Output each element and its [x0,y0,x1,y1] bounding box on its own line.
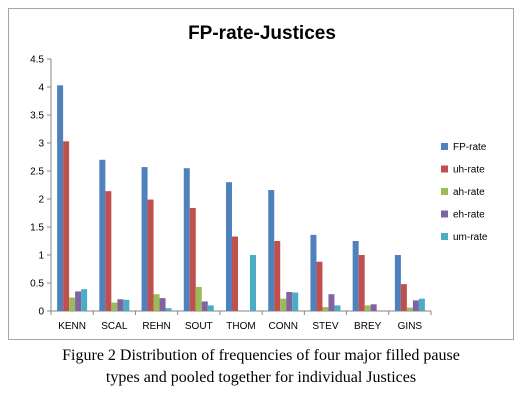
bar-um-rate-scal [123,299,130,311]
bar-eh-rate-stev [328,294,335,311]
chart-frame: FP-rate-Justices 0 0.5 1 1.5 2 2.5 3 3.5 4 4.5 KE… [8,8,514,340]
caption-line-2: types and pooled together for individual… [105,369,417,386]
bar-uh-rate-gins [400,284,407,311]
bar-uh-rate-sout [189,207,196,311]
y-tick-label: 4.5 [30,55,44,66]
bar-fp-rate-conn [268,190,275,311]
bar-um-rate-rehn [165,308,172,311]
y-tick-label: 4 [38,83,44,94]
y-tick-label: 0 [38,307,44,318]
x-tick-label: KENN [58,321,86,332]
legend-swatch-uh-rate [441,165,448,173]
x-tick-label: GINS [398,321,423,332]
bar-fp-rate-brey [352,241,359,311]
bar-um-rate-stev [334,305,341,311]
bar-um-rate-thom [250,255,256,311]
bar-ah-rate-kenn [69,297,76,311]
x-tick-label: REHN [142,321,170,332]
legend-label: FP-rate [453,142,487,153]
y-tick-label: 2.5 [30,167,44,178]
bar-um-rate-gins [418,298,425,311]
bar-uh-rate-kenn [63,141,70,311]
bar-eh-rate-rehn [159,298,166,311]
chart-title: FP-rate-Justices [188,23,336,44]
bar-fp-rate-stev [310,234,317,311]
bar-eh-rate-sout [201,301,208,311]
legend-swatch-um-rate [441,233,448,240]
bar-uh-rate-conn [274,241,281,311]
bars [57,85,425,311]
legend-swatch-ah-rate [441,188,448,195]
bar-um-rate-kenn [81,289,88,311]
bar-chart: FP-rate-Justices 0 0.5 1 1.5 2 2.5 3 3.5 4 4.5 KE… [30,23,488,332]
legend-label: um-rate [453,232,488,243]
x-tick-label: SCAL [101,321,128,332]
bar-eh-rate-kenn [75,291,82,311]
y-tick-label: 1.5 [30,223,44,234]
y-tick-label: 0.5 [30,279,44,290]
bar-ah-rate-gins [406,307,413,311]
bar-ah-rate-stev [322,307,329,311]
figure-caption: Figure 2 Distribution of frequencies of … [0,345,522,389]
bar-uh-rate-brey [358,255,365,311]
y-tick-label: 3.5 [30,111,44,122]
bar-uh-rate-thom [232,236,238,311]
bar-ah-rate-conn [280,298,287,311]
legend: FP-rate uh-rate ah-rate eh-rate um-rate [441,142,488,243]
y-tick-label: 1 [38,251,44,262]
x-axis: KENN SCAL REHN SOUT THOM CONN STEV BREY GINS [50,310,432,332]
bar-eh-rate-conn [286,291,293,311]
bar-ah-rate-scal [111,302,118,311]
legend-label: uh-rate [453,165,485,176]
x-tick-label: THOM [226,321,255,332]
bar-uh-rate-rehn [147,199,154,311]
bar-ah-rate-rehn [153,294,160,311]
x-tick-label: CONN [268,321,297,332]
bar-fp-rate-thom [226,182,232,311]
x-tick-label: STEV [312,321,338,332]
legend-swatch-eh-rate [441,210,448,218]
caption-line-1: Figure 2 Distribution of frequencies of … [62,347,460,364]
bar-fp-rate-scal [99,159,106,311]
y-tick-label: 3 [38,139,44,150]
bar-uh-rate-stev [316,261,323,311]
y-tick-label: 2 [38,195,44,206]
legend-label: ah-rate [453,187,485,198]
bar-fp-rate-gins [394,255,401,311]
bar-eh-rate-brey [370,304,377,311]
bar-eh-rate-scal [117,299,124,311]
bar-fp-rate-kenn [57,85,64,311]
bar-eh-rate-gins [412,300,419,311]
bar-fp-rate-sout [183,168,190,311]
legend-label: eh-rate [453,210,485,221]
y-axis: 0 0.5 1 1.5 2 2.5 3 3.5 4 4.5 [30,55,52,318]
bar-um-rate-conn [292,292,299,311]
legend-swatch-fp-rate [441,143,448,150]
bar-uh-rate-scal [105,191,112,311]
x-tick-label: SOUT [185,321,213,332]
bar-um-rate-sout [207,305,214,311]
x-tick-label: BREY [354,321,382,332]
bar-ah-rate-brey [364,305,371,311]
bar-fp-rate-rehn [141,167,148,311]
bar-ah-rate-sout [195,286,202,311]
